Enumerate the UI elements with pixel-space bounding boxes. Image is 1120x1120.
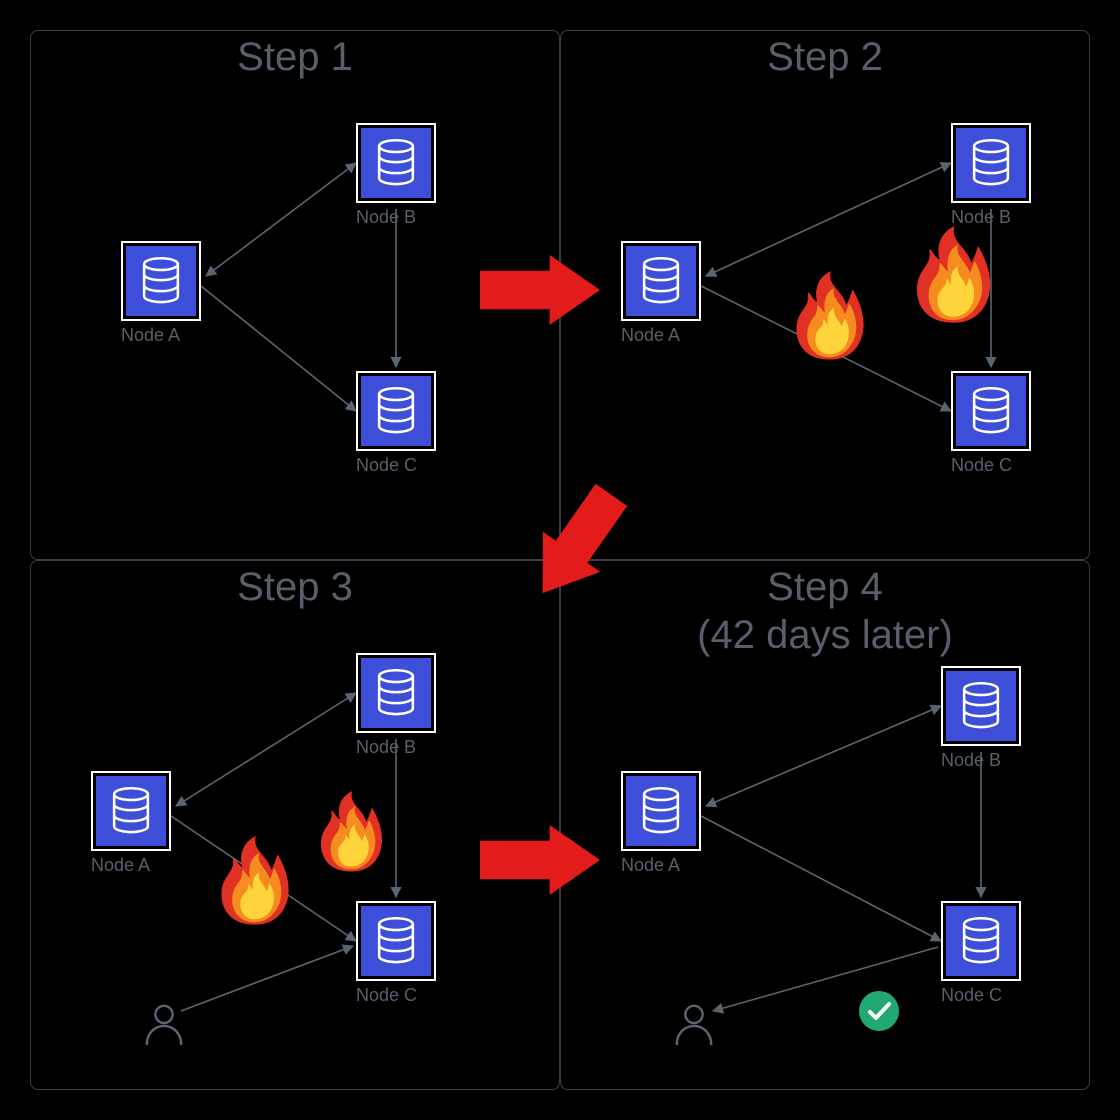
- node-b: [941, 666, 1021, 746]
- node-label-b: Node B: [356, 737, 416, 758]
- database-icon: [946, 671, 1016, 741]
- node-c: [356, 371, 436, 451]
- panel-title-step2: Step 2: [561, 33, 1089, 81]
- panel-step2: Step 2 Node A Node B Node C: [560, 30, 1090, 560]
- node-label-c: Node C: [941, 985, 1002, 1006]
- database-icon: [626, 776, 696, 846]
- node-label-a: Node A: [621, 855, 680, 876]
- node-label-c: Node C: [356, 455, 417, 476]
- database-icon: [126, 246, 196, 316]
- node-a: [91, 771, 171, 851]
- database-icon: [956, 128, 1026, 198]
- database-icon: [361, 658, 431, 728]
- database-icon: [361, 376, 431, 446]
- node-label-a: Node A: [621, 325, 680, 346]
- panel-title-step3: Step 3: [31, 563, 559, 611]
- panel-title-step1: Step 1: [31, 33, 559, 81]
- node-label-a: Node A: [121, 325, 180, 346]
- node-label-c: Node C: [356, 985, 417, 1006]
- fire-icon: [316, 791, 386, 877]
- fire-icon: [791, 271, 868, 365]
- step-arrow-icon: [480, 255, 600, 330]
- node-label-b: Node B: [951, 207, 1011, 228]
- check-icon: [859, 991, 899, 1036]
- node-a: [621, 241, 701, 321]
- node-label-b: Node B: [941, 750, 1001, 771]
- user-icon: [141, 1001, 187, 1052]
- step-arrow-icon: [480, 825, 600, 900]
- node-b: [356, 123, 436, 203]
- database-icon: [96, 776, 166, 846]
- node-label-b: Node B: [356, 207, 416, 228]
- fire-icon: [911, 226, 995, 328]
- node-a: [121, 241, 201, 321]
- fire-icon: [216, 836, 293, 930]
- database-icon: [361, 906, 431, 976]
- database-icon: [361, 128, 431, 198]
- node-label-a: Node A: [91, 855, 150, 876]
- diagram-canvas: Step 1 Node A Node B Node C Step 2: [30, 30, 1090, 1090]
- user-icon: [671, 1001, 717, 1052]
- node-a: [621, 771, 701, 851]
- node-c: [356, 901, 436, 981]
- database-icon: [626, 246, 696, 316]
- node-c: [941, 901, 1021, 981]
- panel-title-step4: Step 4 (42 days later): [561, 563, 1089, 659]
- node-label-c: Node C: [951, 455, 1012, 476]
- database-icon: [956, 376, 1026, 446]
- node-b: [356, 653, 436, 733]
- node-b: [951, 123, 1031, 203]
- panel-step4: Step 4 (42 days later) Node A Node B Nod…: [560, 560, 1090, 1090]
- node-c: [951, 371, 1031, 451]
- database-icon: [946, 906, 1016, 976]
